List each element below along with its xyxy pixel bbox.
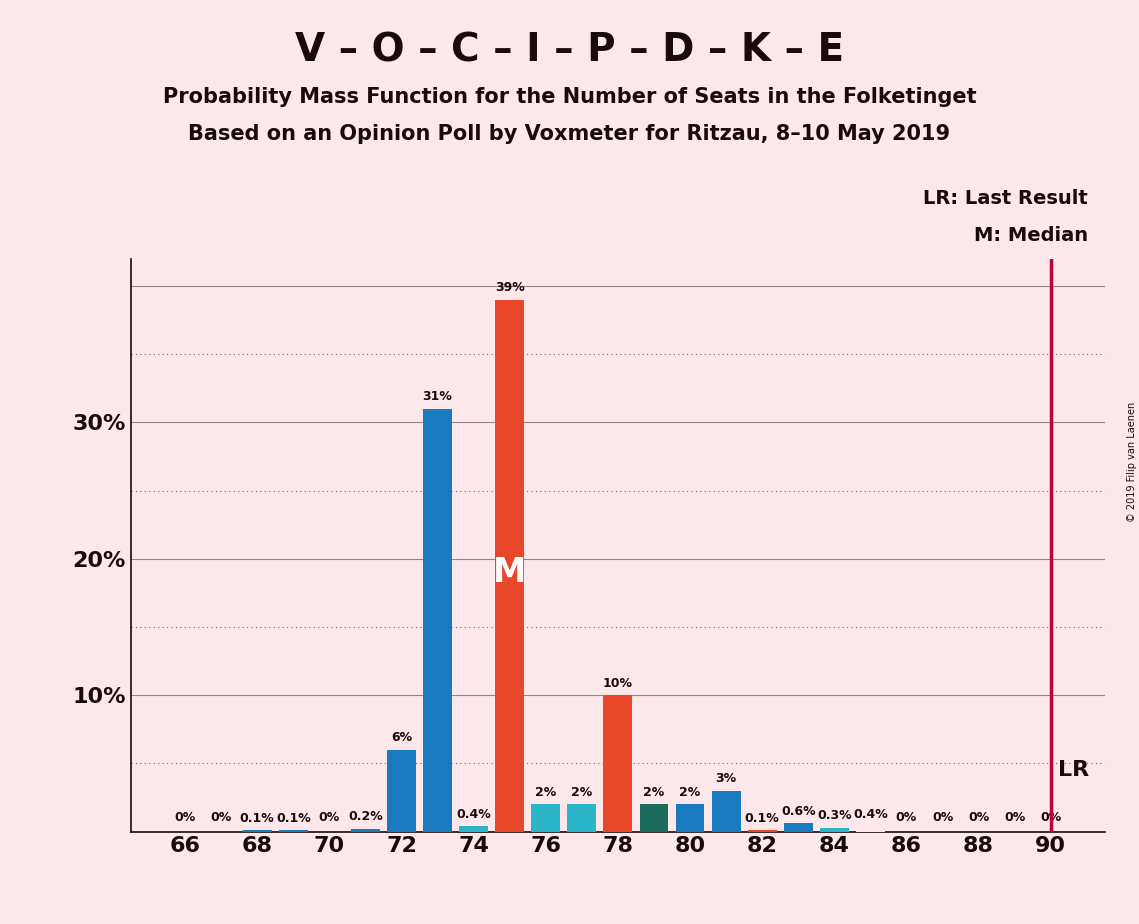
- Text: 0.2%: 0.2%: [349, 810, 383, 823]
- Text: 0%: 0%: [319, 811, 339, 824]
- Text: 0%: 0%: [896, 811, 917, 824]
- Text: LR: Last Result: LR: Last Result: [923, 189, 1088, 209]
- Text: 3%: 3%: [715, 772, 737, 785]
- Text: 0.4%: 0.4%: [457, 808, 491, 821]
- Text: 2%: 2%: [644, 786, 664, 799]
- Text: © 2019 Filip van Laenen: © 2019 Filip van Laenen: [1126, 402, 1137, 522]
- Text: 0%: 0%: [174, 811, 196, 824]
- Text: 6%: 6%: [391, 731, 412, 745]
- Bar: [351, 829, 379, 832]
- Text: 0%: 0%: [1005, 811, 1025, 824]
- Bar: [855, 826, 885, 832]
- Bar: [675, 804, 704, 832]
- Text: 31%: 31%: [423, 390, 452, 403]
- Text: 2%: 2%: [572, 786, 592, 799]
- Bar: [531, 804, 560, 832]
- Text: M: Median: M: Median: [974, 226, 1088, 246]
- Bar: [243, 831, 271, 832]
- Text: 0.4%: 0.4%: [853, 808, 887, 821]
- Text: 39%: 39%: [494, 281, 525, 294]
- Bar: [784, 823, 812, 832]
- Bar: [279, 831, 308, 832]
- Text: 0.6%: 0.6%: [781, 805, 816, 818]
- Bar: [639, 804, 669, 832]
- Bar: [495, 299, 524, 832]
- Bar: [567, 804, 596, 832]
- Text: 0.1%: 0.1%: [745, 812, 779, 825]
- Bar: [820, 828, 849, 832]
- Text: 2%: 2%: [680, 786, 700, 799]
- Text: 0%: 0%: [211, 811, 231, 824]
- Text: 0%: 0%: [1040, 811, 1062, 824]
- Text: 0%: 0%: [932, 811, 953, 824]
- Text: LR: LR: [1058, 760, 1089, 780]
- Text: 2%: 2%: [535, 786, 556, 799]
- Text: Based on an Opinion Poll by Voxmeter for Ritzau, 8–10 May 2019: Based on an Opinion Poll by Voxmeter for…: [188, 124, 951, 144]
- Bar: [712, 791, 740, 832]
- Text: M: M: [493, 556, 526, 589]
- Bar: [423, 408, 452, 832]
- Text: 10%: 10%: [603, 676, 633, 689]
- Text: 0.1%: 0.1%: [240, 812, 274, 825]
- Bar: [459, 826, 487, 832]
- Text: 0%: 0%: [968, 811, 989, 824]
- Text: V – O – C – I – P – D – K – E: V – O – C – I – P – D – K – E: [295, 31, 844, 70]
- Text: 0.3%: 0.3%: [817, 809, 852, 822]
- Text: Probability Mass Function for the Number of Seats in the Folketinget: Probability Mass Function for the Number…: [163, 87, 976, 107]
- Bar: [747, 831, 777, 832]
- Bar: [604, 695, 632, 832]
- Text: 0.1%: 0.1%: [276, 812, 311, 825]
- Bar: [387, 749, 416, 832]
